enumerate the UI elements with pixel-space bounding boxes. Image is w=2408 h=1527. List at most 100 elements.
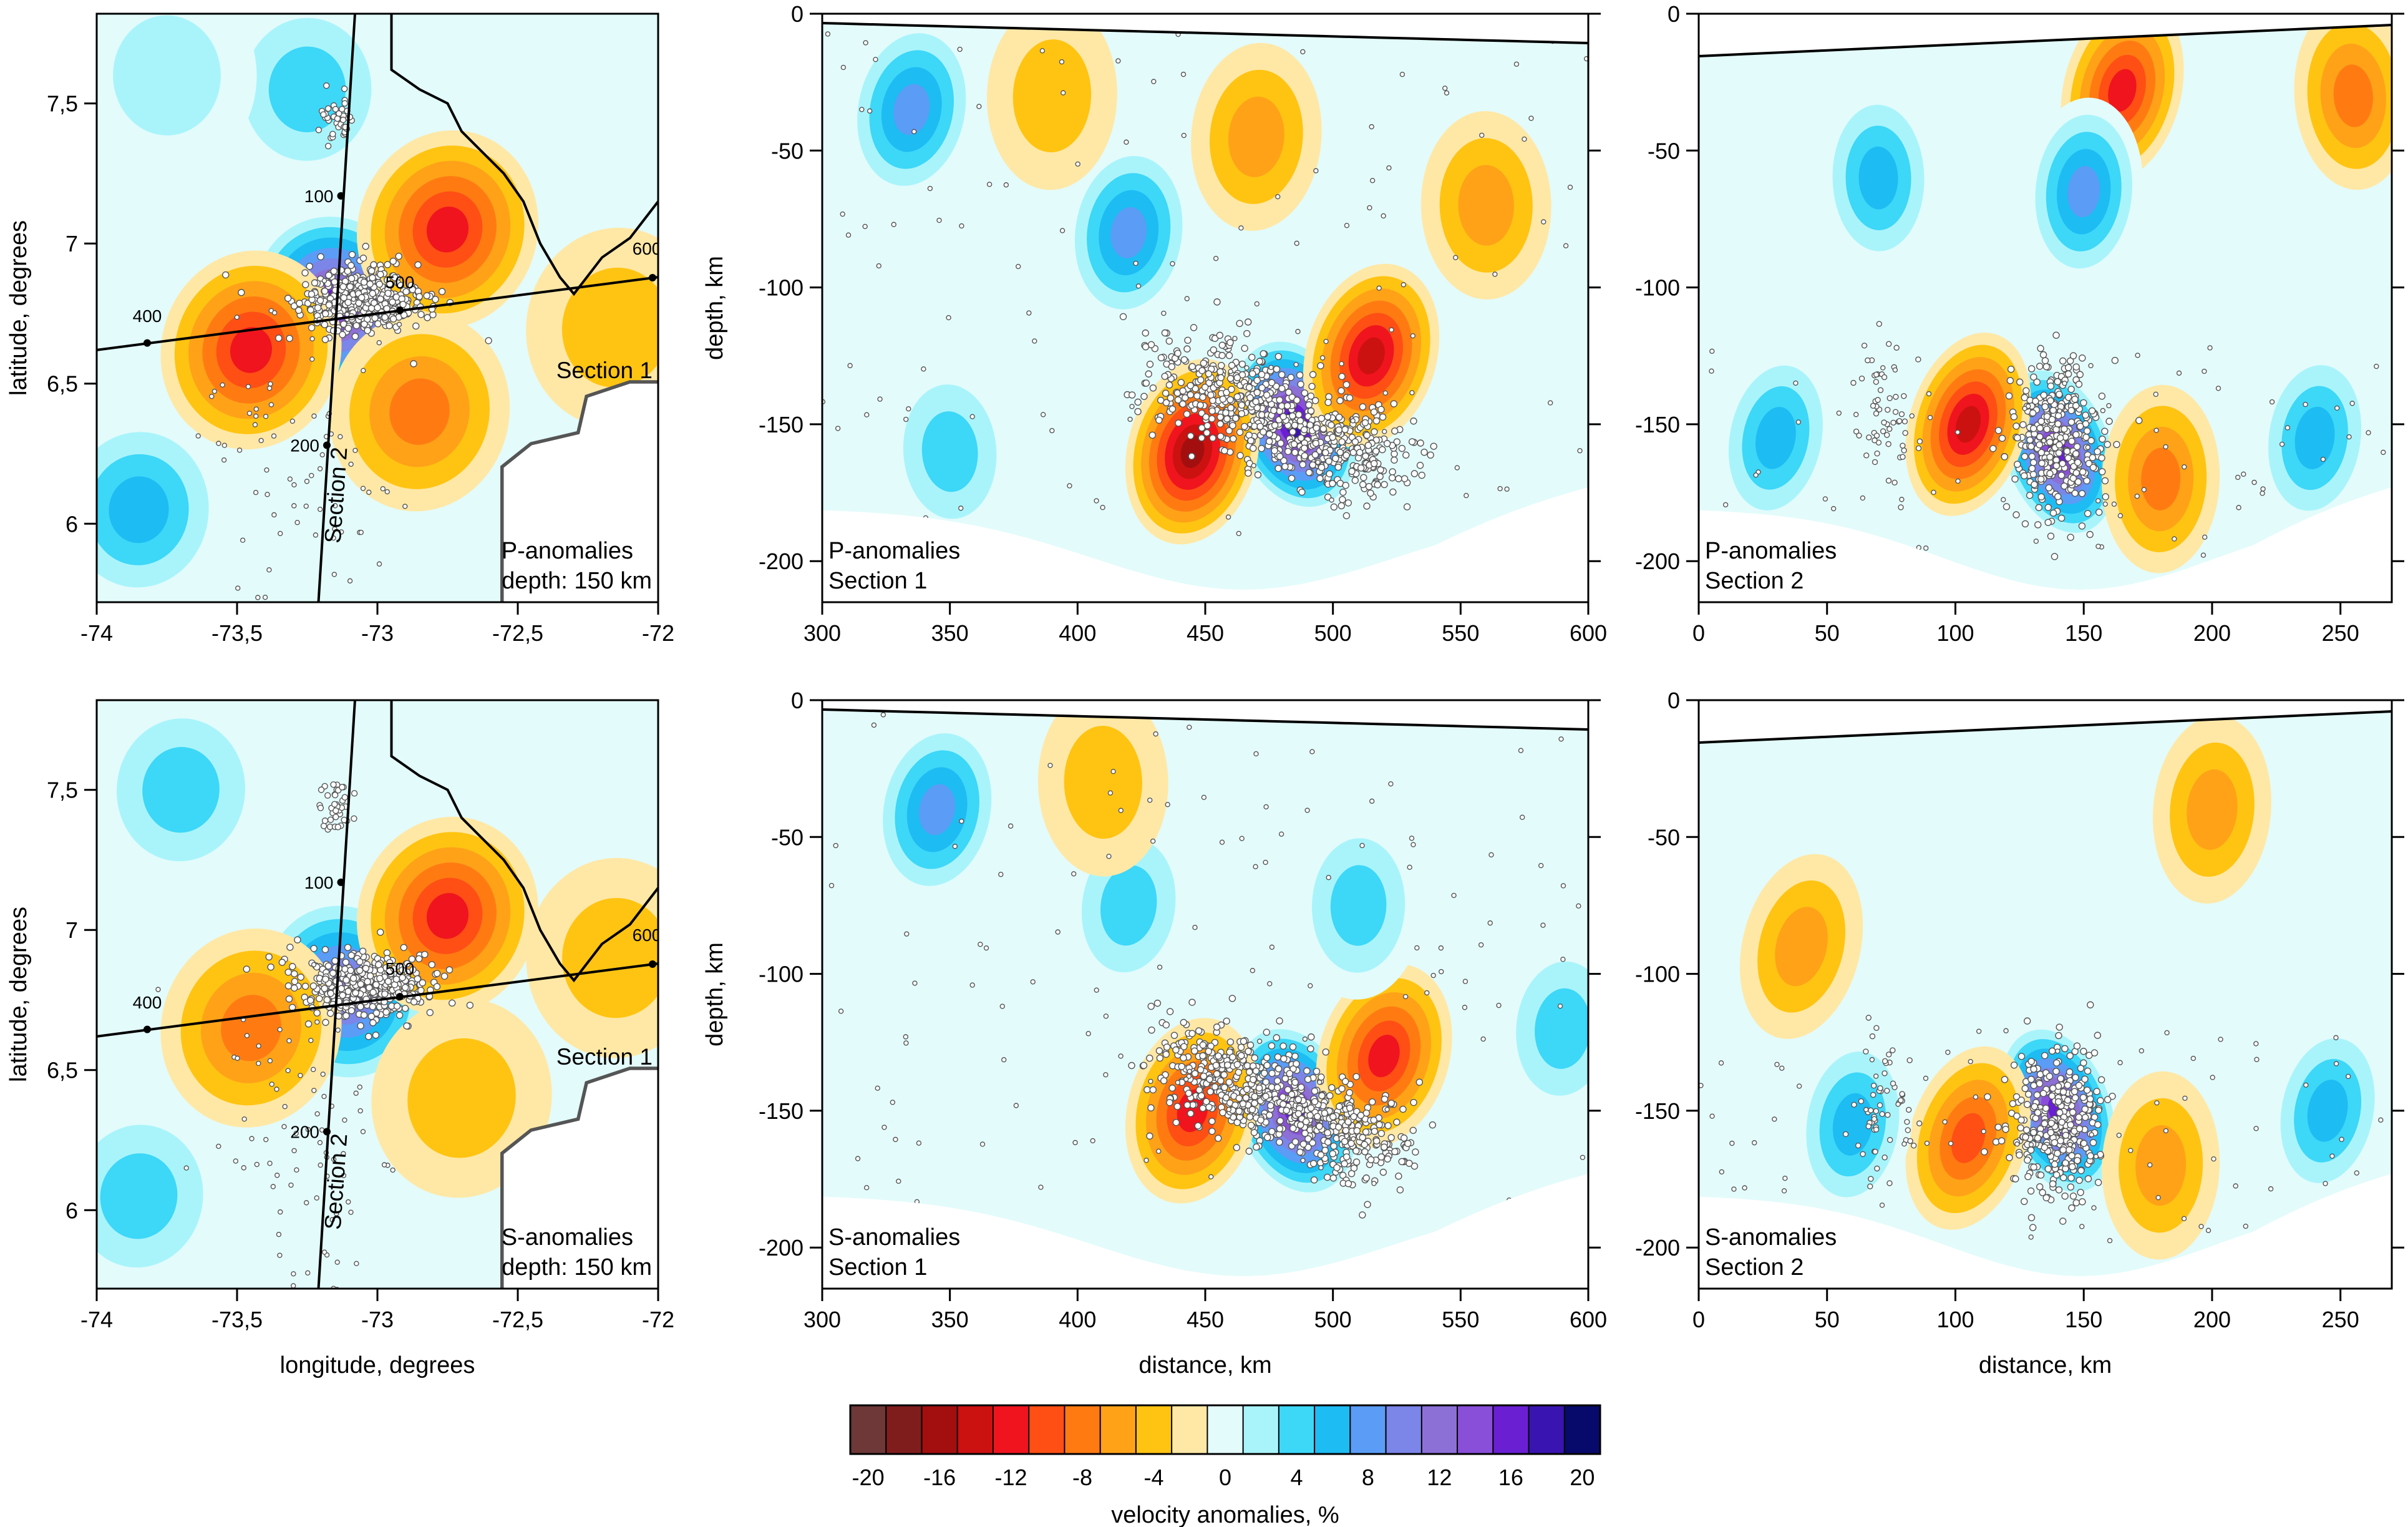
earthquake-marker — [1370, 460, 1378, 467]
earthquake-marker — [1557, 1003, 1563, 1009]
earthquake-marker — [1245, 1048, 1252, 1055]
earthquake-marker — [389, 298, 396, 306]
earthquake-marker — [2067, 1141, 2073, 1148]
earthquake-marker — [2128, 1148, 2134, 1153]
earthquake-marker — [1273, 1084, 1281, 1091]
x-tick-label: -72 — [642, 620, 674, 646]
earthquake-marker — [2056, 441, 2063, 449]
earthquake-marker — [305, 1126, 311, 1133]
x-tick-label: 150 — [2065, 620, 2102, 646]
earthquake-marker — [1858, 1098, 1865, 1105]
earthquake-marker — [342, 1012, 350, 1020]
earthquake-marker — [294, 936, 301, 944]
earthquake-marker — [1262, 1093, 1270, 1100]
contour-level — [2294, 406, 2335, 469]
earthquake-marker — [1782, 1176, 1788, 1181]
earthquake-marker — [1336, 397, 1344, 404]
earthquake-marker — [304, 479, 310, 484]
earthquake-marker — [2022, 406, 2027, 411]
earthquake-marker — [1195, 1086, 1203, 1094]
earthquake-marker — [1100, 505, 1105, 510]
earthquake-marker — [1268, 1070, 1276, 1077]
colorbar-tick-label: 16 — [1498, 1465, 1523, 1490]
earthquake-marker — [1208, 1174, 1214, 1180]
earthquake-marker — [1253, 751, 1259, 757]
earthquake-marker — [2094, 1121, 2102, 1128]
earthquake-marker — [1369, 124, 1374, 130]
earthquake-marker — [303, 503, 309, 509]
y-tick-label: -100 — [1635, 962, 1680, 987]
earthquake-marker — [2241, 471, 2246, 477]
earthquake-marker — [339, 784, 346, 791]
earthquake-marker — [291, 970, 298, 978]
colorbar-swatch — [1314, 1405, 1351, 1455]
y-tick-label: -50 — [1648, 824, 1680, 850]
earthquake-marker — [2116, 1133, 2122, 1138]
earthquake-marker — [2333, 1035, 2339, 1041]
anomaly-slow — [329, 311, 510, 512]
earthquake-marker — [1245, 1148, 1253, 1155]
earthquake-marker — [1268, 379, 1276, 386]
earthquake-marker — [1180, 1054, 1187, 1061]
earthquake-marker — [1276, 1017, 1283, 1025]
earthquake-marker — [2075, 1125, 2084, 1133]
earthquake-marker — [1384, 1155, 1391, 1163]
earthquake-marker — [2057, 1137, 2064, 1144]
earthquake-marker — [2030, 459, 2037, 466]
earthquake-marker — [275, 334, 283, 342]
earthquake-marker — [254, 1161, 260, 1168]
earthquake-marker — [2027, 1075, 2035, 1083]
earthquake-marker — [347, 261, 355, 270]
earthquake-marker — [2055, 449, 2063, 457]
earthquake-marker — [1197, 1066, 1205, 1073]
earthquake-marker — [267, 964, 274, 971]
earthquake-marker — [291, 1312, 296, 1317]
earthquake-marker — [1115, 58, 1121, 64]
earthquake-marker — [855, 1156, 861, 1161]
earthquake-marker — [1055, 929, 1061, 935]
earthquake-marker — [1424, 990, 1430, 996]
earthquake-marker — [1492, 271, 1498, 277]
earthquake-marker — [402, 288, 410, 296]
earthquake-marker — [396, 1012, 404, 1019]
earthquake-marker — [1416, 462, 1424, 469]
earthquake-marker — [384, 261, 391, 268]
earthquake-marker — [2087, 1001, 2094, 1008]
earthquake-marker — [2059, 1088, 2067, 1096]
earthquake-marker — [361, 320, 368, 328]
earthquake-marker — [1308, 983, 1313, 988]
earthquake-marker — [2164, 1030, 2170, 1036]
earthquake-marker — [2139, 1048, 2145, 1054]
x-tick-label: 150 — [2065, 1307, 2102, 1332]
earthquake-marker — [1162, 389, 1170, 397]
earthquake-marker — [1188, 1030, 1196, 1037]
earthquake-marker — [1822, 496, 1828, 502]
earthquake-marker — [1321, 1146, 1329, 1154]
earthquake-marker — [1110, 769, 1116, 774]
earthquake-marker — [1742, 1185, 1747, 1191]
earthquake-marker — [1359, 403, 1367, 411]
earthquake-marker — [1863, 452, 1870, 459]
earthquake-marker — [269, 1081, 274, 1087]
earthquake-marker — [220, 382, 225, 388]
earthquake-marker — [386, 959, 394, 967]
earthquake-marker — [2029, 471, 2037, 478]
earthquake-marker — [1155, 416, 1163, 424]
earthquake-marker — [1404, 1139, 1412, 1148]
earthquake-marker — [2036, 363, 2044, 370]
earthquake-marker — [1338, 1115, 1344, 1121]
y-tick-label: 0 — [1668, 1, 1680, 27]
earthquake-marker — [2047, 382, 2055, 390]
earthquake-marker — [2069, 352, 2077, 359]
earthquake-marker — [2077, 1167, 2085, 1174]
earthquake-marker — [1263, 1054, 1271, 1061]
earthquake-marker — [1371, 428, 1378, 436]
panel-subtitle: depth: 150 km — [502, 1254, 652, 1281]
x-tick-label: 600 — [1570, 620, 1607, 646]
anomaly-fast — [97, 14, 257, 176]
earthquake-marker — [1135, 283, 1142, 289]
earthquake-marker — [1215, 1134, 1222, 1142]
earthquake-marker — [1225, 514, 1231, 520]
earthquake-marker — [318, 1162, 323, 1168]
